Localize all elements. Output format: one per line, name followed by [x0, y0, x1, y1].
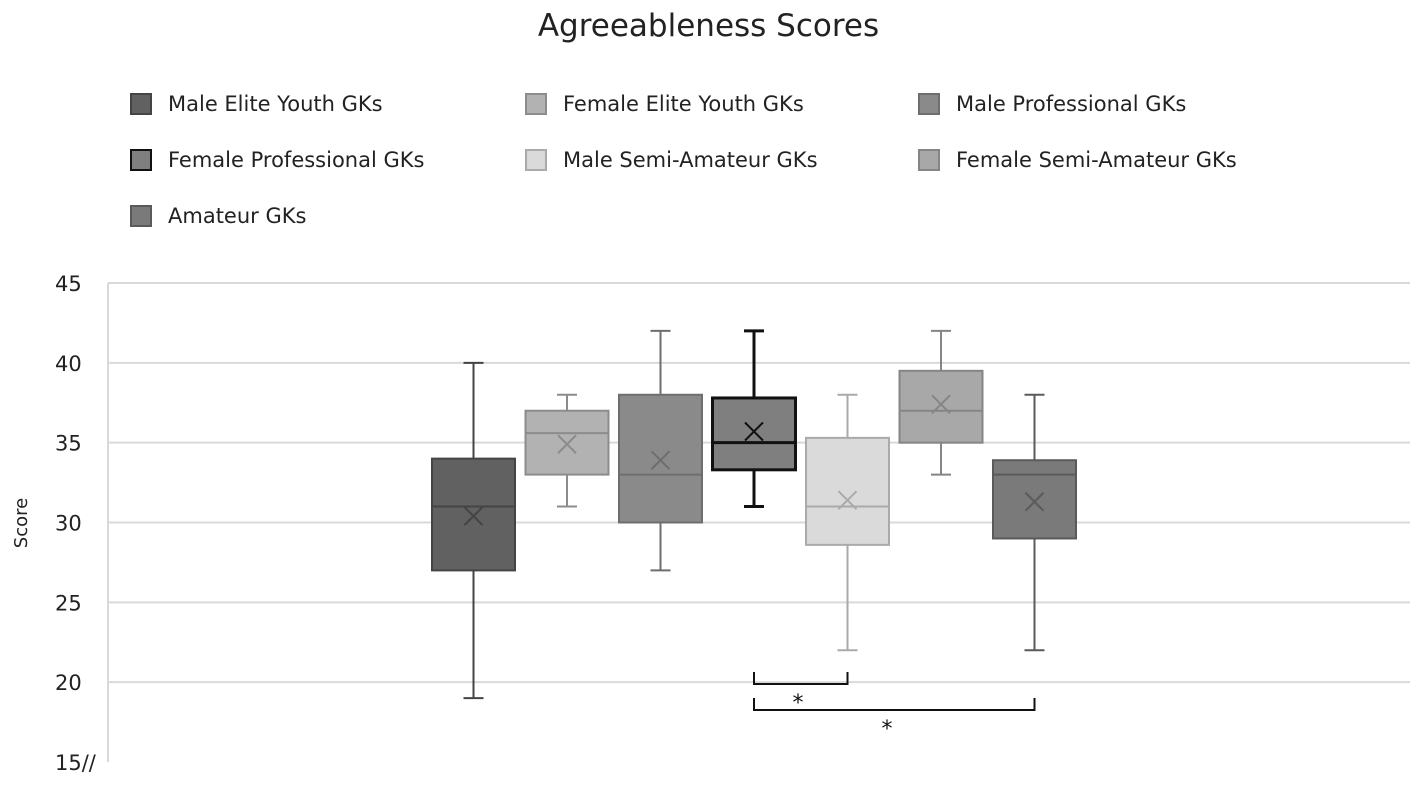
legend-swatch — [525, 93, 547, 115]
legend-swatch — [918, 93, 940, 115]
mean-marker — [744, 421, 764, 442]
mean-marker — [463, 506, 484, 526]
chart-title: Agreeableness Scores — [537, 8, 880, 44]
significance-bracket — [753, 698, 1036, 711]
legend-label: Male Semi-Amateur GKs — [563, 148, 818, 172]
box — [805, 436, 890, 546]
legend-item: Male Semi-Amateur GKs — [525, 148, 818, 172]
legend-label: Male Elite Youth GKs — [168, 92, 383, 116]
legend-item: Male Elite Youth GKs — [130, 92, 383, 116]
y-tick-label: 40 — [55, 352, 82, 376]
box — [711, 396, 797, 472]
legend-item: Female Semi-Amateur GKs — [918, 148, 1237, 172]
legend-swatch — [918, 149, 940, 171]
legend-swatch — [130, 93, 152, 115]
y-tick-label: 30 — [55, 512, 82, 536]
significance-label: * — [882, 717, 893, 742]
y-tick-label: 25 — [55, 591, 82, 615]
mean-marker — [557, 434, 577, 454]
y-tick-label: 20 — [55, 671, 82, 695]
legend-item: Amateur GKs — [130, 204, 306, 228]
legend-swatch — [130, 205, 152, 227]
legend-label: Female Professional GKs — [168, 148, 425, 172]
legend-label: Male Professional GKs — [956, 92, 1187, 116]
legend-item: Female Elite Youth GKs — [525, 92, 804, 116]
legend-item: Male Professional GKs — [918, 92, 1186, 116]
box — [524, 409, 610, 476]
legend-swatch — [525, 149, 547, 171]
significance-label: * — [793, 691, 804, 716]
mean-marker — [1024, 492, 1045, 512]
box — [618, 393, 703, 524]
mean-marker — [931, 394, 951, 415]
mean-marker — [650, 450, 671, 470]
y-tick-label: 15// — [55, 751, 97, 775]
box — [431, 457, 516, 572]
significance-bracket — [753, 672, 849, 685]
box — [992, 459, 1077, 540]
legend-swatch — [130, 149, 152, 171]
legend-item: Female Professional GKs — [130, 148, 424, 172]
y-tick-label: 35 — [55, 432, 82, 456]
box — [898, 369, 984, 444]
legend-label: Amateur GKs — [168, 204, 307, 228]
mean-marker — [837, 490, 858, 510]
legend-label: Female Semi-Amateur GKs — [956, 148, 1237, 172]
y-axis-label: Score — [11, 498, 32, 548]
y-tick-label: 45 — [55, 272, 82, 296]
legend-label: Female Elite Youth GKs — [563, 92, 804, 116]
